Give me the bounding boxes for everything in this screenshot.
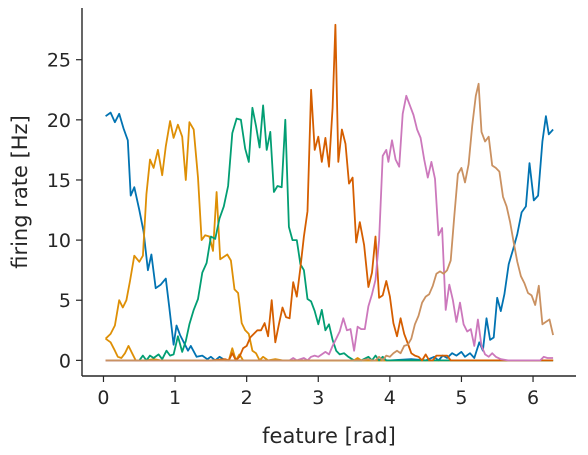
y-tick-label: 25 — [47, 50, 71, 72]
x-axis-label: feature [rad] — [262, 424, 396, 448]
series-line-6 — [105, 94, 554, 362]
x-tick-label: 6 — [527, 387, 539, 409]
x-tick-label: 2 — [241, 387, 253, 409]
x-tick-label: 4 — [384, 387, 396, 409]
y-axis-ticks: 0 5 10 15 20 25 — [47, 50, 82, 372]
series-line-5 — [105, 23, 554, 362]
x-tick-label: 5 — [455, 387, 467, 409]
series-line-7 — [105, 82, 554, 362]
series-layer — [104, 23, 554, 362]
y-tick-label: 5 — [59, 290, 71, 312]
x-tick-label: 3 — [312, 387, 324, 409]
y-tick-label: 0 — [59, 350, 71, 372]
y-tick-label: 10 — [47, 230, 71, 252]
y-tick-label: 20 — [47, 110, 71, 132]
y-tick-label: 15 — [47, 170, 71, 192]
x-tick-label: 0 — [97, 387, 109, 409]
series-line-4 — [105, 104, 554, 362]
y-axis-label: firing rate [Hz] — [8, 115, 32, 269]
x-tick-label: 1 — [169, 387, 181, 409]
x-axis-ticks: 0 1 2 3 4 5 6 — [97, 376, 539, 409]
